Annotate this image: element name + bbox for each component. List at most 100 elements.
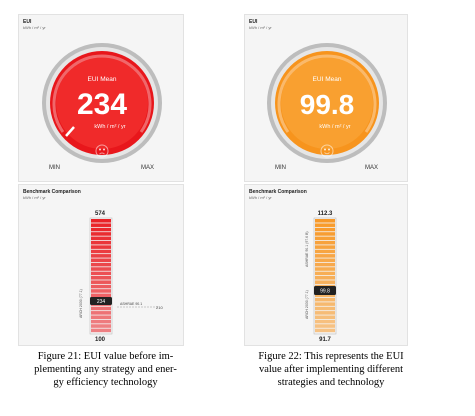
bar-segment [315, 324, 335, 328]
bar-segment [91, 284, 111, 289]
benchmark-panel: Benchmark Comparison kWh / m² / yr 574 A… [18, 184, 184, 346]
reference-label: ASHRAE 90.1 [120, 302, 142, 306]
benchmark-title: Benchmark Comparison [249, 189, 307, 195]
bar-segment [315, 319, 335, 324]
bar-segment [315, 227, 335, 232]
bar-segment [91, 267, 111, 271]
bar-segment [91, 271, 111, 276]
reference-value: 210 [156, 305, 163, 310]
bar-max-label: 574 [95, 211, 106, 217]
bar-segment [315, 271, 335, 276]
reference-label: ASHRAE 90.1 (97.6 B) [305, 231, 309, 267]
bar-segment [91, 240, 111, 245]
figure-caption: Figure 21: EUI value before im- plementi… [18, 350, 193, 389]
gauge-min-label: MIN [275, 165, 286, 171]
bar-segment [91, 319, 111, 324]
gauge-unit: kWh / m² / yr [94, 124, 125, 130]
bar-segment [91, 328, 111, 333]
bar-segment [91, 219, 111, 223]
benchmark-bar-chart: 574 ASHRAE 90.1 210 ARCH 2030 (77.1) 234… [79, 211, 163, 343]
bar-segment [91, 315, 111, 320]
bar-segment [315, 276, 335, 280]
benchmark-panel: Benchmark Comparison kWh / m² / yr 112.3… [244, 184, 408, 346]
bar-segment [315, 258, 335, 263]
bar-segment [91, 227, 111, 232]
caption-line: Figure 21: EUI value before im- [37, 351, 174, 362]
gauge-min-label: MIN [49, 165, 60, 171]
bar-segment [91, 254, 111, 258]
figure-21: EUI kWh / m² / yr EUI Mean 234 kWh / m² … [18, 14, 184, 389]
caption-line: Figure 22: This represents the EUI [258, 351, 404, 362]
bar-min-label: 91.7 [319, 337, 331, 343]
benchmark-bar-chart: 112.3 ASHRAE 90.1 (97.6 B) ARCH 2030 (77… [305, 211, 337, 343]
bar-segment [315, 297, 335, 302]
current-value-marker [314, 286, 336, 295]
gauge-value: 99.8 [300, 89, 355, 120]
eui-gauge-panel: EUI kWh / m² / yr EUI Mean 234 kWh / m² … [18, 14, 184, 182]
bar-max-label: 112.3 [318, 211, 333, 217]
bar-segment [315, 280, 335, 284]
bar-segment [91, 324, 111, 328]
bar-segment [91, 258, 111, 263]
bar-segment [315, 245, 335, 249]
bar-segment [91, 236, 111, 241]
panel-unit: kWh / m² / yr [23, 25, 46, 30]
bar-segment [91, 262, 111, 267]
bar-segment [315, 302, 335, 306]
bar-segment [315, 254, 335, 258]
gauge-max-label: MAX [365, 165, 378, 171]
bar-segment [91, 245, 111, 249]
bar-segment [315, 240, 335, 245]
panel-title: EUI [249, 19, 258, 25]
bar-segment [315, 315, 335, 320]
benchmark-bar [313, 217, 337, 335]
gauge-unit: kWh / m² / yr [319, 124, 350, 130]
sad-face-icon [95, 144, 109, 158]
bar-segment [315, 311, 335, 315]
gauge-value: 234 [77, 88, 127, 121]
benchmark-unit: kWh / m² / yr [23, 195, 46, 200]
bar-segment [91, 289, 111, 293]
bar-segment [315, 262, 335, 267]
panel-title: EUI [23, 19, 32, 25]
caption-line: gy efficiency technology [53, 377, 158, 388]
bar-segment [315, 236, 335, 241]
bar-segment [91, 223, 111, 227]
bar-segment [315, 232, 335, 236]
current-value-marker [90, 297, 112, 305]
bar-segment [91, 276, 111, 280]
eui-gauge-panel: EUI kWh / m² / yr EUI Mean 99.8 kWh / m²… [244, 14, 408, 182]
caption-line: plementing any strategy and ener- [34, 364, 177, 375]
bar-frame [313, 217, 337, 335]
caption-line: value after implementing different [258, 364, 404, 375]
current-value-label: 99.8 [320, 289, 330, 295]
bar-segment [315, 219, 335, 223]
current-value-label: 234 [97, 299, 106, 305]
benchmark-unit: kWh / m² / yr [249, 195, 272, 200]
bar-segment [91, 232, 111, 236]
bar-segment [91, 293, 111, 298]
gauge-inner [281, 57, 373, 149]
bar-segment [315, 328, 335, 333]
gauge-max-label: MAX [141, 165, 154, 171]
bar-segment [315, 267, 335, 271]
gauge-scale-arc [52, 54, 152, 133]
bar-segment [315, 249, 335, 254]
gauge-label: EUI Mean [313, 76, 342, 83]
panel-unit: kWh / m² / yr [249, 25, 272, 30]
bar-segment [315, 293, 335, 298]
bar-segment [91, 249, 111, 254]
gauge-needle [65, 126, 75, 137]
gauge-scale-arc [277, 54, 377, 133]
gauge-label: EUI Mean [88, 76, 117, 83]
bar-segment [91, 280, 111, 284]
benchmark-title: Benchmark Comparison [23, 189, 81, 195]
bar-segment [91, 311, 111, 315]
eui-gauge: EUI Mean 234 kWh / m² / yr MIN MAX [42, 43, 162, 171]
caption-line: strategies and technology [277, 377, 385, 388]
figure-22: EUI kWh / m² / yr EUI Mean 99.8 kWh / m²… [244, 14, 408, 389]
bar-segment [91, 306, 111, 311]
bar-axis-label: ARCH 2030 (77.1) [79, 289, 83, 318]
bar-frame [89, 217, 113, 335]
bar-segment [315, 223, 335, 227]
